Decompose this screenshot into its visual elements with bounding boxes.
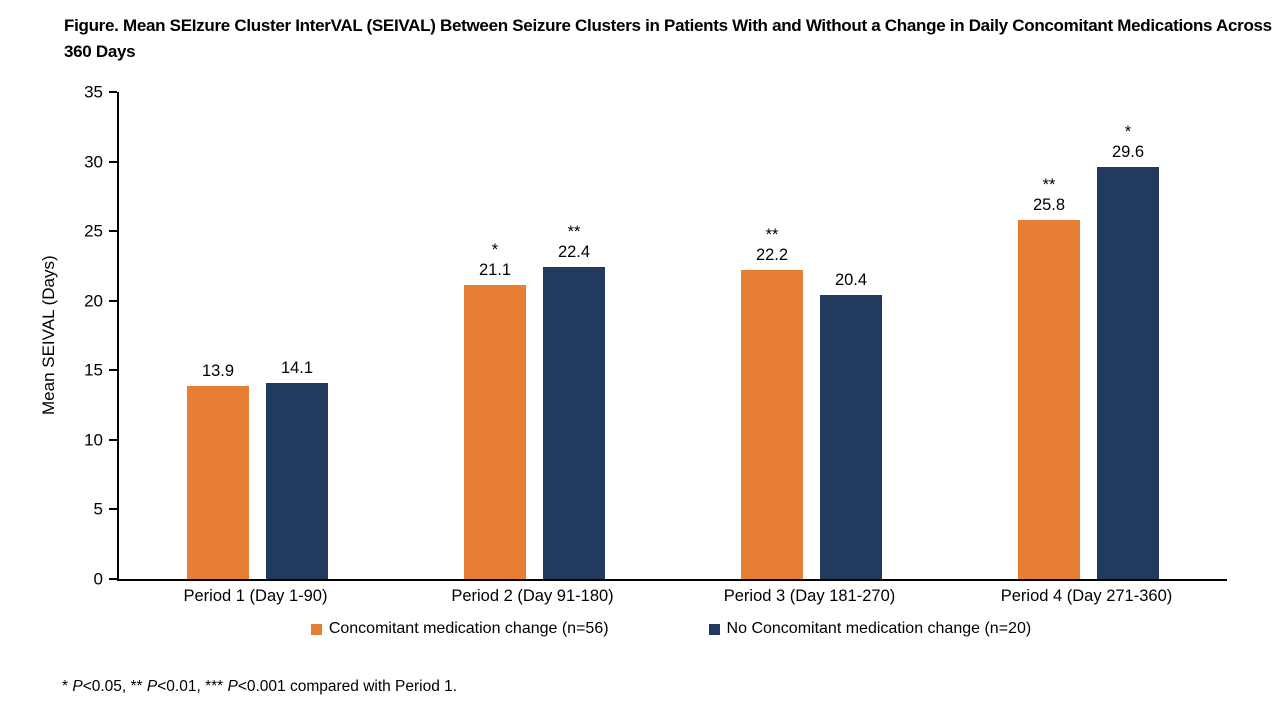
legend-label: No Concomitant medication change (n=20) <box>726 620 1032 637</box>
y-tick-label: 10 <box>84 430 103 450</box>
x-category-label: Period 1 (Day 1-90) <box>183 587 328 605</box>
y-tick-mark <box>109 230 117 233</box>
value-label: 20.4 <box>834 271 868 290</box>
bar-group: 13.9 14.1 <box>119 92 396 579</box>
footnote-italic-segment: P <box>227 678 238 695</box>
y-tick-label: 25 <box>84 221 103 241</box>
bar-group: ** 25.8 * 29.6 <box>950 92 1227 579</box>
significance-annotation: * <box>1124 123 1132 142</box>
x-category-label: Period 3 (Day 181-270) <box>723 587 896 605</box>
bar <box>741 270 803 579</box>
value-label: 25.8 <box>1032 196 1066 215</box>
value-label: 14.1 <box>280 358 314 377</box>
y-tick-label: 30 <box>84 152 103 172</box>
legend-swatch <box>310 623 322 635</box>
x-category-label: Period 2 (Day 91-180) <box>451 587 614 605</box>
bar-column: ** 25.8 <box>1018 92 1080 579</box>
footnote-segment: <0.01, *** <box>157 678 228 695</box>
footnote: * P<0.05, ** P<0.01, *** P<0.001 compare… <box>62 678 457 696</box>
significance-annotation: ** <box>765 226 779 245</box>
footnote-italic-segment: P <box>146 678 158 695</box>
bar <box>266 382 328 579</box>
y-tick-label: 35 <box>84 82 103 102</box>
legend-item: Concomitant medication change (n=56) <box>310 620 609 638</box>
significance-annotation: ** <box>1042 176 1056 195</box>
bar-column: 14.1 <box>266 92 328 579</box>
bar <box>1097 167 1159 579</box>
value-label: 22.4 <box>557 243 591 262</box>
y-tick-mark <box>109 91 117 93</box>
legend-item: No Concomitant medication change (n=20) <box>708 620 1032 638</box>
value-label: 13.9 <box>201 361 235 380</box>
legend-swatch <box>708 623 720 635</box>
bar <box>543 267 605 579</box>
significance-annotation: ** <box>567 223 581 242</box>
value-label: 22.2 <box>755 246 789 265</box>
footnote-segment: * <box>62 678 73 695</box>
plot-area: 0 5 10 15 20 25 30 35 13.9 14.1 * 21.1 ** 22.4 ** 22.2 2… <box>84 84 1227 588</box>
bar <box>820 295 882 579</box>
y-tick-label: 20 <box>84 291 103 311</box>
y-tick-mark <box>109 578 117 580</box>
y-axis-label: Mean SEIVAL (Days) <box>39 255 58 416</box>
figure-title: Figure. Mean SEIzure Cluster InterVAL (S… <box>64 16 1272 61</box>
bar-group: * 21.1 ** 22.4 <box>396 92 673 579</box>
y-tick-mark <box>109 299 117 302</box>
value-label: 29.6 <box>1111 143 1145 162</box>
bar-column: * 21.1 <box>464 92 526 579</box>
bar <box>464 285 526 579</box>
bar <box>1018 220 1080 579</box>
value-label: 21.1 <box>478 261 512 280</box>
bar <box>187 385 249 579</box>
y-tick-label: 15 <box>84 360 103 380</box>
bar-column: * 29.6 <box>1097 92 1159 579</box>
bar-column: ** 22.2 <box>741 92 803 579</box>
y-tick-mark <box>109 369 117 372</box>
y-tick-label: 0 <box>93 569 103 589</box>
x-category-label: Period 4 (Day 271-360) <box>1000 587 1173 605</box>
y-tick-mark <box>109 508 117 511</box>
legend-label: Concomitant medication change (n=56) <box>328 620 609 637</box>
y-tick-mark <box>109 438 117 441</box>
bar-column: 20.4 <box>820 92 882 579</box>
footnote-italic-segment: P <box>72 678 83 695</box>
footnote-segment: <0.05, ** <box>82 678 147 695</box>
significance-annotation: * <box>491 241 499 260</box>
bar-group: ** 22.2 20.4 <box>673 92 950 579</box>
x-axis-labels: Period 1 (Day 1-90) Period 2 (Day 91-180)… <box>117 587 1225 606</box>
y-tick-label: 5 <box>93 499 103 519</box>
legend: Concomitant medication change (n=56) No C… <box>117 620 1225 638</box>
footnote-segment: <0.001 compared with Period 1. <box>237 678 458 695</box>
bar-column: 13.9 <box>187 92 249 579</box>
bar-column: ** 22.4 <box>543 92 605 579</box>
y-tick-mark <box>109 160 117 163</box>
